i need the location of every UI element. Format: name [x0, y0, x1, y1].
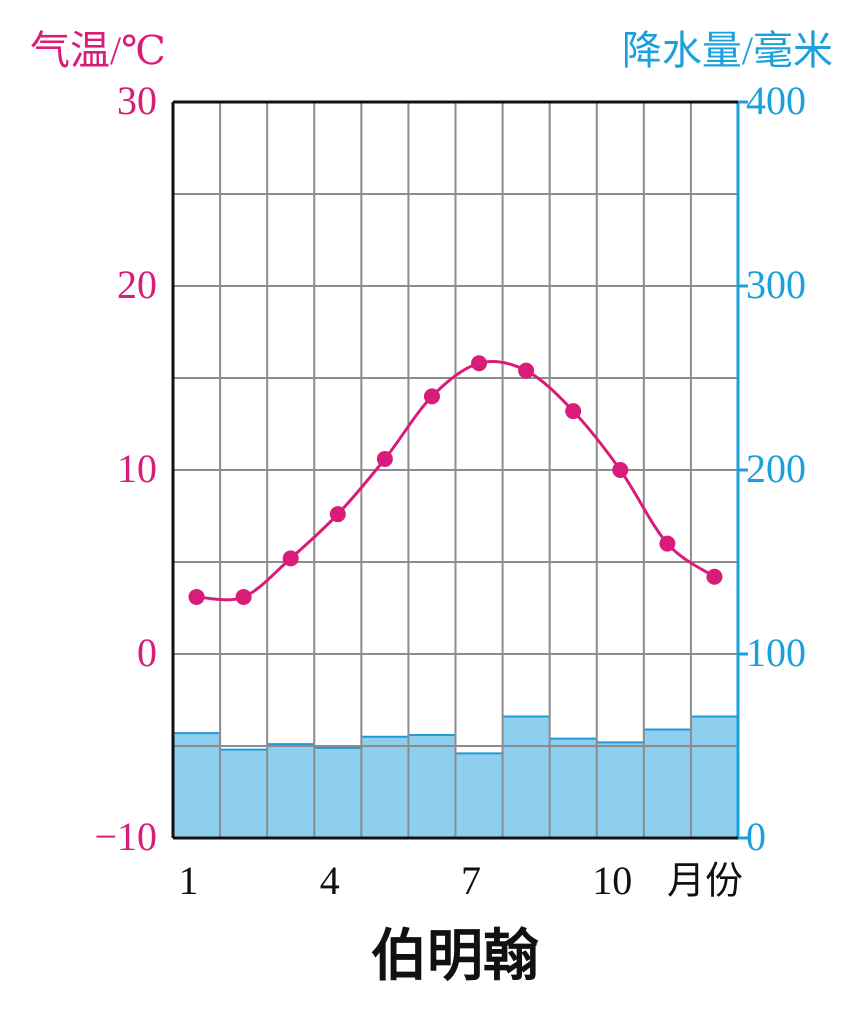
bar	[220, 749, 268, 838]
temperature-point	[423, 388, 440, 405]
y-tick-label: 30	[117, 78, 157, 123]
y2-tick-label: 0	[746, 814, 766, 859]
bar	[455, 753, 503, 838]
y-tick-label: 10	[117, 446, 157, 491]
temperature-point	[518, 362, 535, 379]
bar	[502, 716, 550, 838]
temperature-point	[235, 588, 252, 605]
bar	[408, 734, 456, 838]
y2-tick-label: 100	[746, 630, 806, 675]
chart-title: 伯明翰	[371, 926, 539, 988]
y-axis-label: 气温/℃	[30, 28, 166, 73]
y2-tick-label: 200	[746, 446, 806, 491]
y2-tick-label: 300	[746, 262, 806, 307]
bar	[173, 733, 221, 838]
temperature-point	[188, 588, 205, 605]
y2-tick-label: 400	[746, 78, 806, 123]
temperature-point	[706, 568, 723, 585]
x-axis-label: 月份	[667, 861, 743, 903]
y-tick-label: 0	[137, 630, 157, 675]
bar	[314, 747, 362, 838]
temperature-point	[376, 450, 393, 467]
bar	[690, 716, 738, 838]
temperature-point	[565, 403, 582, 420]
bar	[549, 738, 597, 838]
bar	[596, 742, 644, 838]
temperature-point	[329, 506, 346, 523]
x-tick-label: 10	[592, 858, 632, 903]
temperature-point	[659, 535, 676, 552]
x-tick-label: 1	[179, 858, 199, 903]
bar	[643, 729, 691, 838]
y-tick-label: 20	[117, 262, 157, 307]
temperature-point	[282, 550, 299, 567]
x-tick-label: 7	[461, 858, 481, 903]
bar	[267, 744, 315, 838]
bar	[361, 736, 409, 838]
y2-axis-label: 降水量/毫米	[622, 28, 833, 73]
temperature-point	[471, 355, 488, 372]
y-tick-label: −10	[94, 814, 157, 859]
temperature-point	[612, 462, 629, 478]
x-tick-label: 4	[320, 858, 340, 903]
